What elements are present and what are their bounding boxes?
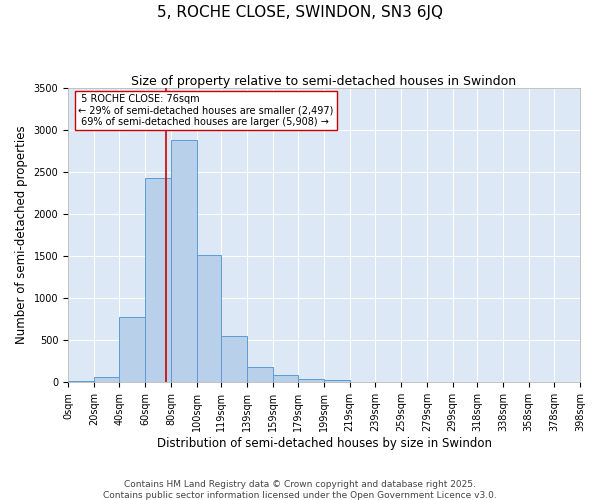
Text: 5 ROCHE CLOSE: 76sqm
← 29% of semi-detached houses are smaller (2,497)
 69% of s: 5 ROCHE CLOSE: 76sqm ← 29% of semi-detac… (78, 94, 334, 127)
X-axis label: Distribution of semi-detached houses by size in Swindon: Distribution of semi-detached houses by … (157, 437, 491, 450)
Bar (68, 380, 94, 382)
Bar (272, 375, 298, 382)
Bar (197, 254, 221, 382)
Text: 5, ROCHE CLOSE, SWINDON, SN3 6JQ: 5, ROCHE CLOSE, SWINDON, SN3 6JQ (157, 5, 443, 20)
Bar (119, 316, 145, 382)
Bar (145, 178, 171, 382)
Bar (247, 367, 272, 382)
Bar (324, 380, 350, 382)
Bar (171, 140, 197, 382)
Text: Contains HM Land Registry data © Crown copyright and database right 2025.
Contai: Contains HM Land Registry data © Crown c… (103, 480, 497, 500)
Y-axis label: Number of semi-detached properties: Number of semi-detached properties (15, 126, 28, 344)
Bar (94, 378, 119, 382)
Title: Size of property relative to semi-detached houses in Swindon: Size of property relative to semi-detach… (131, 75, 517, 88)
Bar (298, 379, 324, 382)
Bar (221, 336, 247, 382)
